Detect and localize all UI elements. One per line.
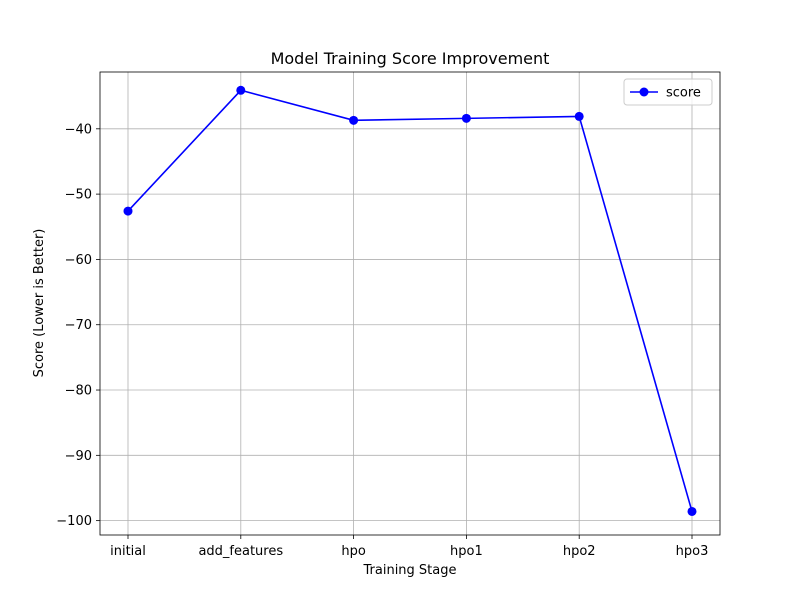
y-tick-label: −60 xyxy=(65,253,92,268)
y-tick-label: −80 xyxy=(65,384,92,399)
data-point-initial xyxy=(123,206,133,216)
series-layer xyxy=(123,85,697,516)
y-axis-label: Score (Lower is Better) xyxy=(32,229,47,378)
y-tick-label: −90 xyxy=(65,449,92,464)
data-point-hpo1 xyxy=(461,113,471,123)
y-tick-label: −40 xyxy=(65,122,92,137)
legend-box xyxy=(623,78,713,106)
legend: score xyxy=(623,78,713,106)
plot-frame xyxy=(99,71,721,536)
x-tick-label: hpo1 xyxy=(450,544,483,559)
data-point-hpo xyxy=(349,115,359,125)
legend-marker xyxy=(639,87,649,97)
x-tick-label: add_features xyxy=(198,544,283,559)
chart-title: Model Training Score Improvement xyxy=(271,49,550,68)
x-tick-label: hpo xyxy=(341,544,365,559)
data-point-hpo2 xyxy=(574,111,584,121)
grid xyxy=(100,72,720,535)
x-tick-label: hpo2 xyxy=(563,544,596,559)
data-point-add_features xyxy=(236,85,246,95)
y-tick-label: −70 xyxy=(65,318,92,333)
data-point-hpo3 xyxy=(687,506,697,516)
axes: initial add_features hpo hpo1 hpo2 hpo3 −100 −9… xyxy=(56,71,721,559)
series-line-score xyxy=(127,89,693,512)
x-tick-label: initial xyxy=(110,544,146,559)
legend-label: score xyxy=(666,86,701,101)
x-tick-label: hpo3 xyxy=(676,544,709,559)
y-tick-label: −50 xyxy=(65,188,92,203)
x-axis-label: Training Stage xyxy=(363,563,457,578)
y-tick-label: −100 xyxy=(56,514,92,529)
